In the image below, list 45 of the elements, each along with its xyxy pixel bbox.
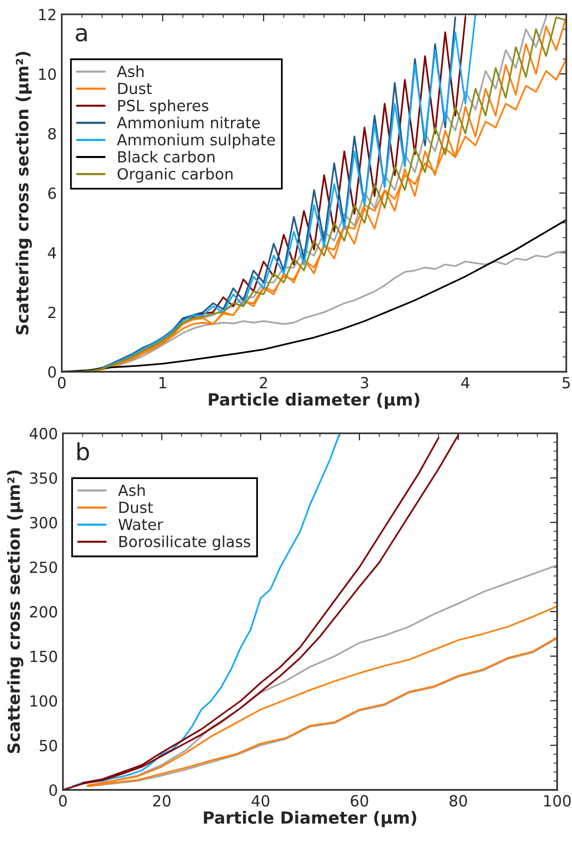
y-tick-label: 50 — [40, 740, 58, 752]
y-tick-label: 0 — [48, 366, 56, 378]
x-tick-label: 5 — [562, 377, 570, 388]
legend-label: PSL spheres — [118, 100, 208, 114]
legend-label: Dust — [118, 82, 152, 94]
legend-label: Black carbon — [118, 150, 214, 163]
legend-label: Ash — [118, 484, 145, 496]
y-tick-label: 200 — [30, 606, 58, 618]
x-tick-label: 4 — [461, 377, 470, 388]
x-tick-label: 20 — [153, 795, 170, 807]
legend-label: Organic carbon — [118, 168, 233, 183]
y-tick-label: 400 — [30, 428, 58, 440]
legend-label: Ammonium sulphate — [116, 134, 275, 148]
y-tick-label: 100 — [30, 695, 58, 707]
x-tick-label: 0 — [58, 376, 66, 388]
annotation: b — [77, 442, 89, 460]
y-tick-label: 4 — [48, 247, 56, 258]
y-axis-title: Scattering cross section (µm²) — [16, 52, 32, 334]
x-tick-label: 1 — [159, 377, 166, 388]
x-tick-label: 80 — [450, 795, 467, 807]
legend-label: Ammonium nitrate — [116, 116, 260, 128]
y-tick-label: 300 — [30, 516, 58, 528]
y-tick-label: 2 — [48, 306, 56, 318]
y-tick-label: 250 — [30, 561, 58, 574]
y-tick-label: 350 — [30, 472, 58, 484]
y-tick-label: 10 — [39, 68, 56, 80]
legend-label: Dust — [119, 502, 153, 514]
y-tick-label: 0 — [49, 784, 58, 796]
legend-label: Ash — [116, 65, 144, 78]
x-tick-label: 60 — [350, 795, 368, 807]
legend-label: Borosilicate glass — [119, 535, 250, 550]
y-tick-label: 6 — [48, 188, 56, 200]
x-tick-label: 100 — [544, 795, 571, 807]
y-tick-label: 150 — [30, 650, 58, 662]
x-tick-label: 3 — [360, 376, 368, 388]
x-tick-label: 0 — [59, 795, 67, 807]
y-axis-title: Scattering cross section (µm²) — [7, 470, 24, 753]
legend-label: Water — [118, 518, 164, 530]
x-axis-title: Particle Diameter (µm) — [204, 810, 416, 828]
x-tick-label: 2 — [260, 376, 267, 388]
y-tick-label: 12 — [39, 8, 56, 20]
x-axis-title: Particle diameter (µm) — [208, 392, 420, 409]
x-tick-label: 40 — [252, 795, 270, 807]
annotation: a — [76, 28, 87, 42]
y-tick-label: 8 — [48, 128, 56, 140]
